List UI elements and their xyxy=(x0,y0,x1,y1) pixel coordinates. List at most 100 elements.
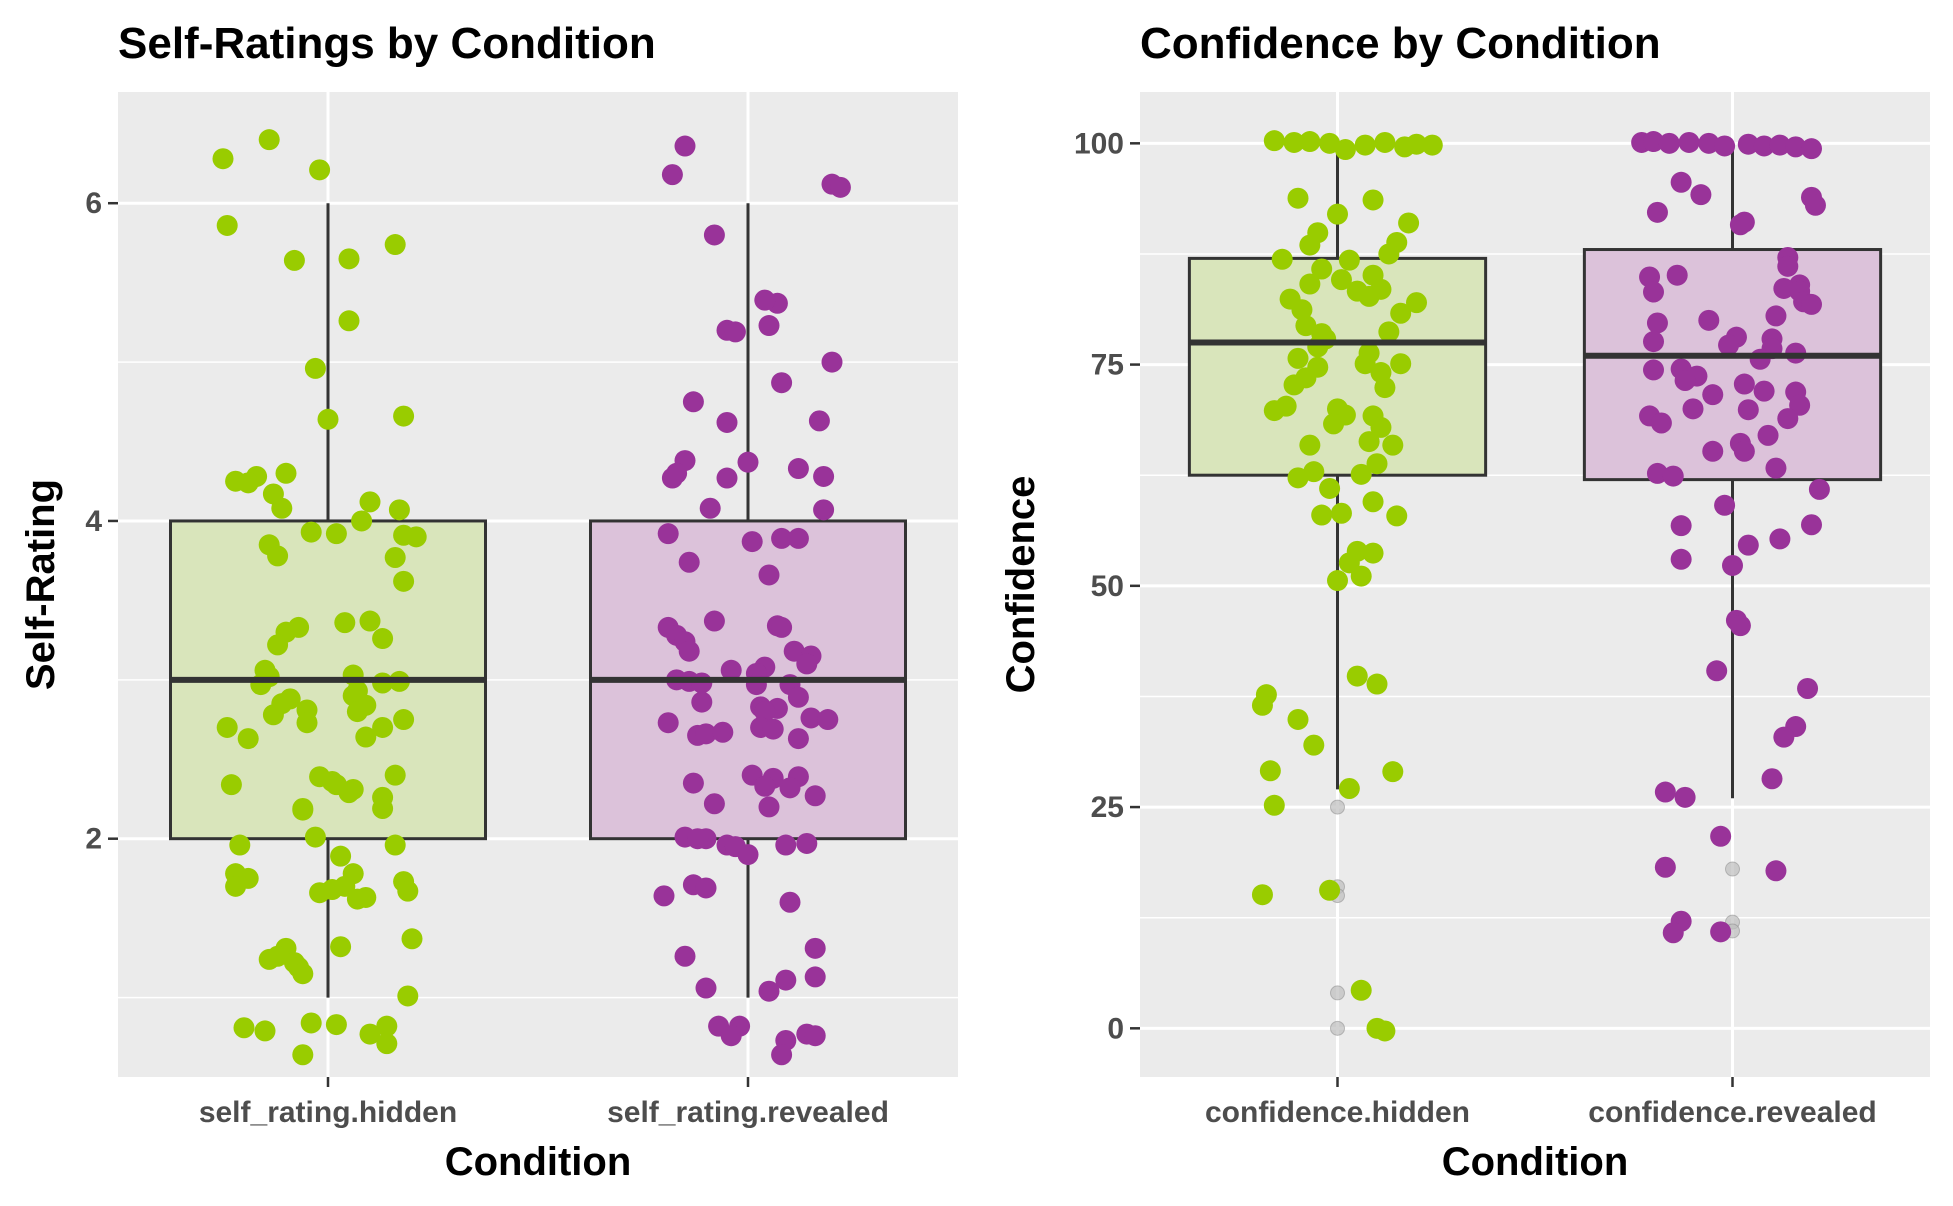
data-point xyxy=(1299,273,1321,295)
data-point xyxy=(720,659,742,681)
data-point xyxy=(737,844,759,866)
data-point xyxy=(1646,201,1668,223)
data-point xyxy=(699,497,721,519)
data-point xyxy=(695,877,717,899)
data-point xyxy=(678,640,700,662)
data-point xyxy=(1797,677,1819,699)
data-point xyxy=(1706,660,1728,682)
data-point xyxy=(1334,139,1356,161)
data-point xyxy=(661,164,683,186)
data-point xyxy=(262,704,284,726)
data-point xyxy=(829,176,851,198)
data-point xyxy=(1299,434,1321,456)
data-point xyxy=(1406,292,1427,314)
data-point xyxy=(1263,794,1285,816)
data-point xyxy=(292,1044,314,1066)
data-point xyxy=(1319,477,1341,499)
data-point xyxy=(817,709,839,731)
data-point xyxy=(804,966,826,988)
data-point xyxy=(1354,353,1376,375)
data-point xyxy=(355,726,377,748)
data-point xyxy=(804,1025,826,1047)
data-point xyxy=(1650,412,1672,434)
data-point xyxy=(1386,505,1408,527)
data-point xyxy=(1362,491,1384,513)
data-point xyxy=(1354,134,1376,156)
data-point xyxy=(808,410,830,432)
data-point xyxy=(1808,478,1830,500)
data-point xyxy=(1378,243,1400,265)
data-point xyxy=(1251,884,1273,906)
data-point xyxy=(712,721,734,743)
data-point xyxy=(1690,184,1712,206)
y-tick-label: 100 xyxy=(1074,127,1124,160)
data-point xyxy=(1769,134,1791,156)
data-point xyxy=(397,985,419,1007)
data-point xyxy=(384,834,406,856)
data-point xyxy=(771,527,793,549)
data-point xyxy=(1283,131,1305,153)
data-point xyxy=(225,875,247,897)
data-point xyxy=(1710,825,1732,847)
data-point xyxy=(1765,305,1787,327)
data-point xyxy=(1287,467,1309,489)
data-point xyxy=(687,828,709,850)
data-point xyxy=(267,545,289,567)
data-point xyxy=(304,357,326,379)
data-point xyxy=(372,798,394,820)
y-axis-title: Self-Rating xyxy=(19,479,63,690)
data-point xyxy=(1654,856,1676,878)
data-point xyxy=(1374,377,1396,399)
data-point xyxy=(1311,504,1333,526)
data-point xyxy=(703,793,725,815)
data-point xyxy=(325,523,347,545)
data-point xyxy=(216,214,238,236)
data-point xyxy=(220,774,242,796)
x-axis-title: Condition xyxy=(445,1140,632,1184)
data-point xyxy=(1662,922,1684,944)
data-point xyxy=(304,826,326,848)
data-point xyxy=(787,686,809,708)
data-point xyxy=(695,977,717,999)
data-point xyxy=(1382,434,1404,456)
data-point xyxy=(1421,134,1443,156)
data-point xyxy=(1678,131,1700,153)
data-point xyxy=(338,782,360,804)
y-tick-label: 50 xyxy=(1091,570,1124,603)
data-point xyxy=(1330,502,1352,524)
data-point xyxy=(1362,189,1384,211)
data-point xyxy=(1670,515,1692,537)
data-point xyxy=(1263,400,1285,422)
data-point xyxy=(372,716,394,738)
data-point xyxy=(682,391,704,413)
data-point xyxy=(1670,171,1692,193)
data-point xyxy=(1406,133,1427,155)
x-tick-label: self_rating.hidden xyxy=(199,1096,457,1129)
data-point xyxy=(695,723,717,745)
data-point xyxy=(267,634,289,656)
chart-title: Confidence by Condition xyxy=(1140,19,1661,68)
data-point xyxy=(283,249,305,271)
data-point xyxy=(1729,214,1751,236)
x-axis-title: Condition xyxy=(1442,1140,1629,1184)
data-point xyxy=(1662,465,1684,487)
data-point xyxy=(388,499,410,521)
data-point xyxy=(762,718,784,740)
data-point xyxy=(1287,708,1309,730)
data-point xyxy=(1330,269,1352,291)
data-point xyxy=(758,980,780,1002)
data-point xyxy=(309,159,331,181)
outlier-point xyxy=(1330,799,1345,815)
data-point xyxy=(804,785,826,807)
y-tick-label: 25 xyxy=(1091,791,1124,824)
data-point xyxy=(212,148,234,170)
data-point xyxy=(813,465,835,487)
data-point xyxy=(258,948,280,970)
data-point xyxy=(393,405,415,427)
data-point xyxy=(1362,542,1384,564)
outlier-point xyxy=(1725,861,1740,877)
data-point xyxy=(325,1014,347,1036)
data-point xyxy=(1698,132,1720,154)
data-point xyxy=(1785,136,1807,158)
